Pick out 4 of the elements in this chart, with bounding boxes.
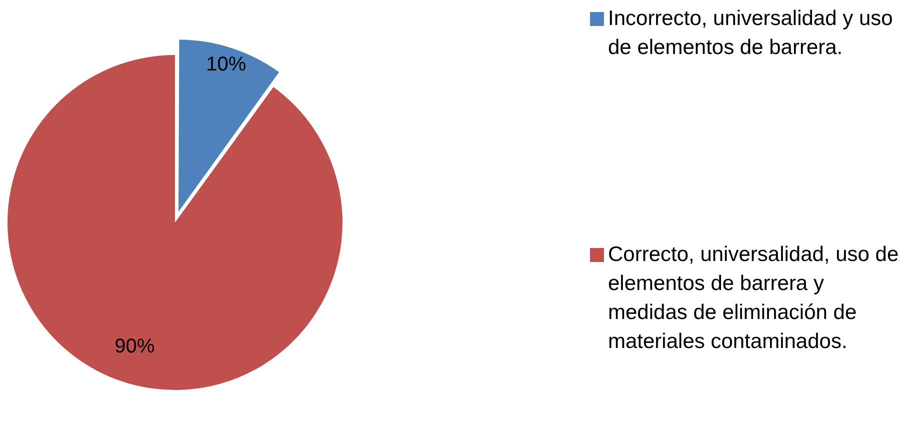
legend-label: Correcto, universalidad, uso de elementos de barrera y medidas de eliminación de materiales contaminados. bbox=[608, 242, 900, 355]
data-label: 10% bbox=[206, 54, 246, 76]
data-label: 90% bbox=[114, 335, 155, 358]
legend-label: Incorrecto, universalidad y uso de elementos de barrera. bbox=[608, 6, 894, 61]
